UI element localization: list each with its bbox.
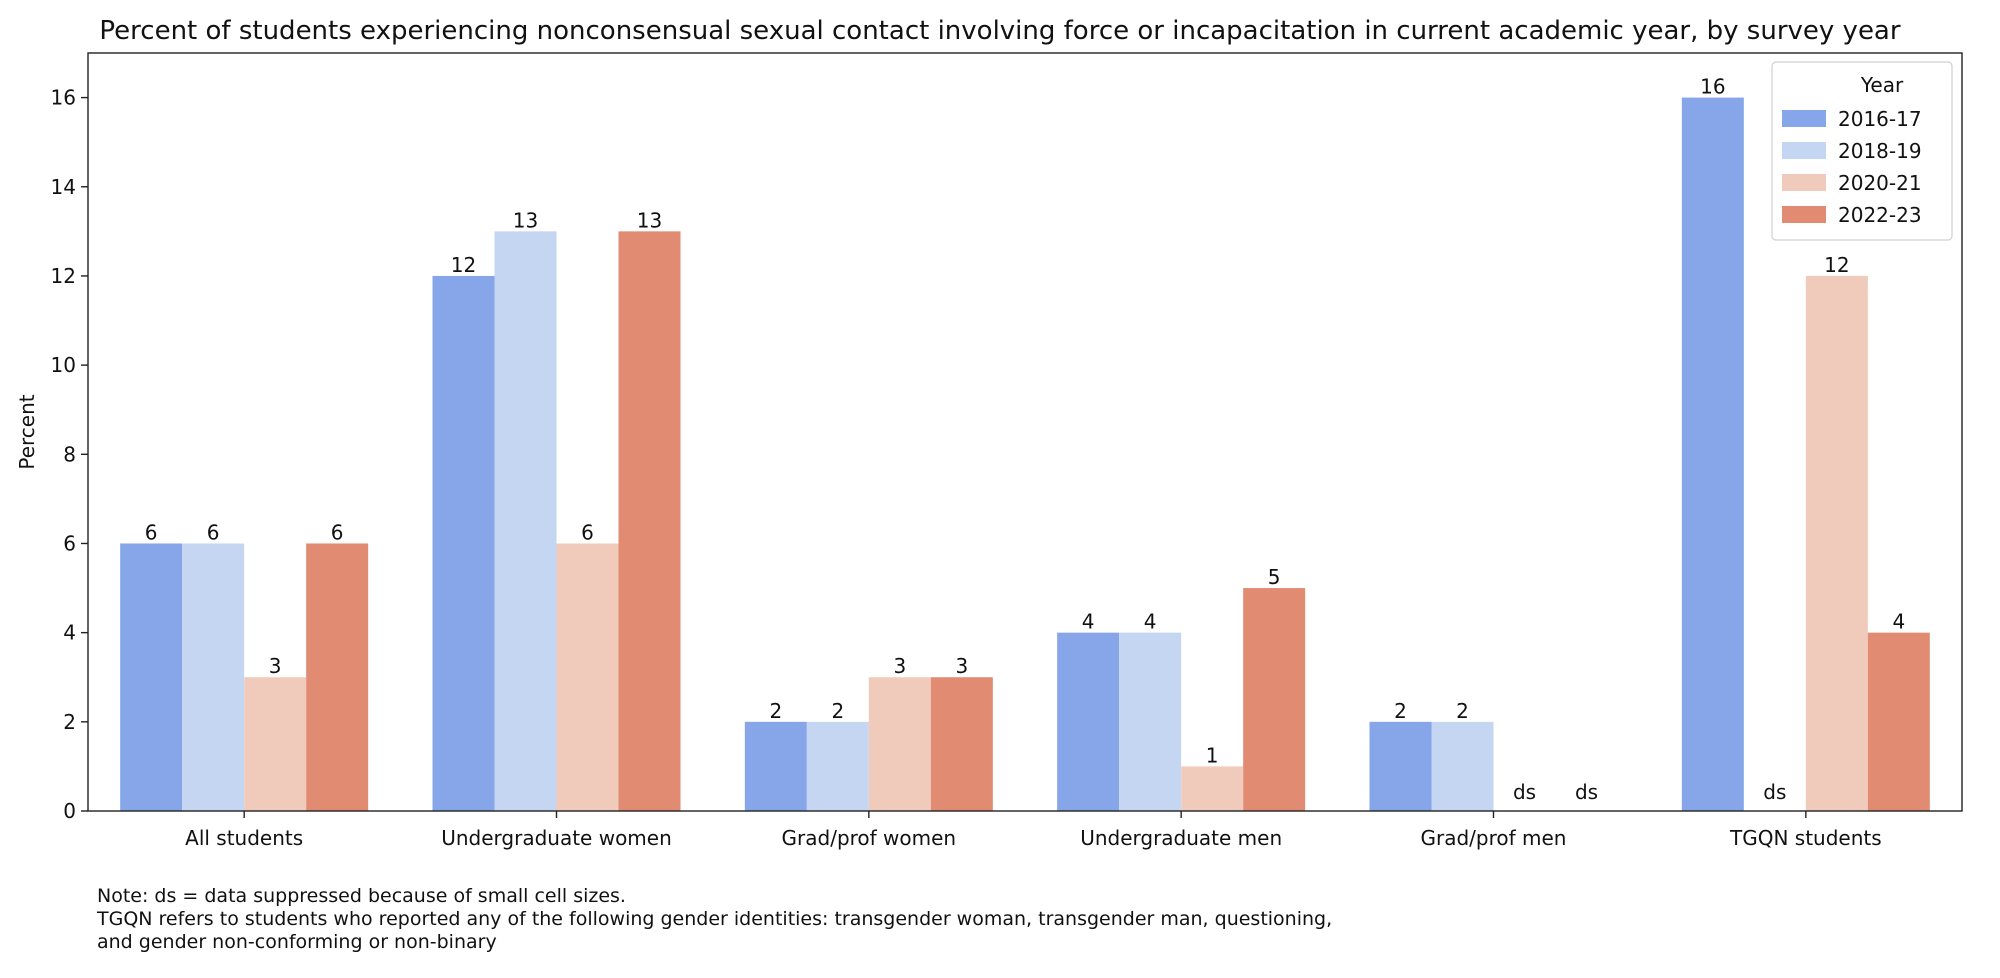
legend-label: 2022-23	[1838, 203, 1922, 227]
data-label: 2	[769, 699, 782, 723]
bar	[1867, 632, 1930, 811]
bar	[432, 275, 495, 811]
x-tick-label: Undergraduate men	[1080, 826, 1282, 850]
bar	[120, 543, 183, 811]
data-label: 6	[581, 520, 594, 544]
x-tick-label: Grad/prof women	[782, 826, 957, 850]
footnote: Note: ds = data suppressed because of sm…	[97, 885, 1797, 954]
y-tick-label: 6	[63, 531, 76, 555]
legend-swatch	[1782, 206, 1826, 223]
y-tick-label: 10	[51, 353, 76, 377]
data-label: 6	[145, 520, 158, 544]
bar	[1681, 97, 1744, 811]
data-label: 13	[513, 208, 538, 232]
bar	[182, 543, 245, 811]
legend-label: 2020-21	[1838, 171, 1922, 195]
bar	[744, 721, 807, 811]
data-label: ds	[1575, 780, 1598, 804]
legend-title: Year	[1860, 73, 1904, 97]
plot-frame	[87, 52, 1963, 812]
footnote-line: Note: ds = data suppressed because of sm…	[97, 885, 626, 907]
data-label: 5	[1268, 565, 1281, 589]
data-label: 4	[1144, 610, 1157, 634]
footnote-line: and gender non-conforming or non-binary	[97, 931, 497, 953]
data-label: 3	[893, 654, 906, 678]
y-tick-label: 16	[51, 86, 76, 110]
bar	[306, 543, 369, 811]
legend-swatch	[1782, 110, 1826, 127]
bar	[1369, 721, 1432, 811]
legend-swatch	[1782, 142, 1826, 159]
bar	[1431, 721, 1494, 811]
legend-swatch	[1782, 174, 1826, 191]
data-label: 3	[269, 654, 282, 678]
bar	[618, 231, 681, 812]
bar	[244, 677, 307, 811]
data-label: 2	[1394, 699, 1407, 723]
data-label: ds	[1763, 780, 1786, 804]
data-label: 16	[1700, 75, 1725, 99]
y-tick-label: 4	[63, 621, 76, 645]
y-tick-label: 14	[51, 175, 76, 199]
chart-title: Percent of students experiencing noncons…	[99, 16, 1900, 46]
x-tick-label: TGQN students	[1729, 826, 1882, 850]
bar	[1119, 632, 1182, 811]
data-label: 1	[1206, 743, 1219, 767]
data-label: 4	[1892, 610, 1905, 634]
y-axis-label: Percent	[15, 394, 39, 469]
y-tick-label: 12	[51, 264, 76, 288]
bar	[930, 677, 993, 811]
data-label: ds	[1513, 780, 1536, 804]
x-tick-label: All students	[185, 826, 303, 850]
bar	[494, 231, 557, 812]
y-tick-label: 8	[63, 442, 76, 466]
y-tick-label: 0	[63, 799, 76, 823]
bar	[1805, 275, 1868, 811]
x-tick-label: Undergraduate women	[441, 826, 672, 850]
data-label: 2	[1456, 699, 1469, 723]
bar	[1057, 632, 1120, 811]
bar	[556, 543, 619, 811]
footnote-line: TGQN refers to students who reported any…	[97, 908, 1333, 930]
data-label: 12	[451, 253, 476, 277]
legend-label: 2016-17	[1838, 107, 1922, 131]
y-tick-label: 2	[63, 710, 76, 734]
data-label: 13	[637, 208, 662, 232]
bar	[1181, 766, 1244, 811]
data-label: 12	[1824, 253, 1849, 277]
data-label: 2	[831, 699, 844, 723]
data-label: 6	[331, 520, 344, 544]
data-label: 6	[207, 520, 220, 544]
legend-box	[1771, 61, 1953, 241]
bar	[868, 677, 931, 811]
bar	[806, 721, 869, 811]
bar	[1243, 588, 1306, 811]
data-label: 3	[955, 654, 968, 678]
data-label: 4	[1082, 610, 1095, 634]
legend-label: 2018-19	[1838, 139, 1922, 163]
x-tick-label: Grad/prof men	[1421, 826, 1567, 850]
